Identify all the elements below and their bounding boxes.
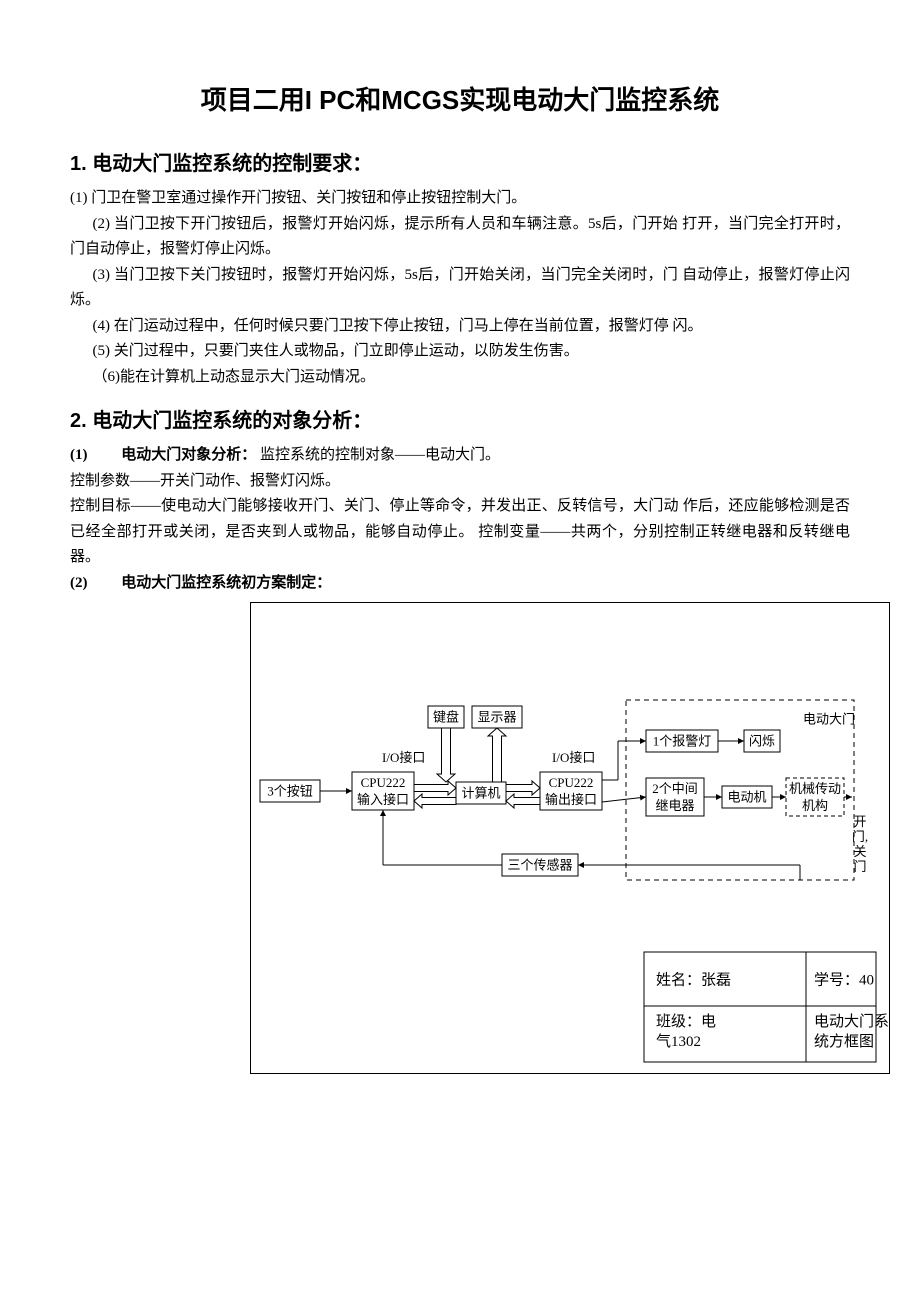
- section-2-heading: 2. 电动大门监控系统的对象分析：: [70, 404, 850, 433]
- req-4: (4) 在门运动过程中，任何时候只要门卫按下停止按钮，门马上停在当前位置，报警灯…: [70, 314, 850, 340]
- ctrl-param: 控制参数——开关门动作、报警灯闪烁。: [70, 469, 850, 495]
- req-6: （6)能在计算机上动态显示大门运动情况。: [70, 365, 850, 391]
- req-3: (3) 当门卫按下关门按钮时，报警灯开始闪烁，5s后，门开始关闭，当门完全关闭时…: [70, 263, 850, 314]
- sub-1-row: (1) 电动大门对象分析： 监控系统的控制对象——电动大门。: [70, 443, 850, 469]
- svg-text:显示器: 显示器: [477, 710, 516, 725]
- svg-text:键盘: 键盘: [433, 710, 459, 725]
- svg-text:输入接口: 输入接口: [357, 792, 409, 807]
- svg-text:I/O接口: I/O接口: [382, 750, 425, 765]
- svg-text:开: 开: [853, 814, 866, 829]
- svg-text:统方框图: 统方框图: [814, 1033, 874, 1050]
- svg-text:机构: 机构: [802, 798, 828, 813]
- svg-text:I/O接口: I/O接口: [552, 750, 595, 765]
- svg-text:门: 门: [853, 859, 866, 874]
- svg-text:关: 关: [853, 844, 866, 859]
- svg-text:输出接口: 输出接口: [545, 792, 597, 807]
- sub-1-text: 监控系统的控制对象——电动大门。: [260, 447, 500, 463]
- svg-text:电动大门系: 电动大门系: [814, 1013, 889, 1030]
- svg-text:姓名：张磊: 姓名：张磊: [656, 971, 731, 988]
- svg-text:CPU222: CPU222: [361, 775, 406, 790]
- sub-1-label: (1): [70, 447, 88, 463]
- page-title: 项目二用I PC和MCGS实现电动大门监控系统: [70, 80, 850, 117]
- svg-text:气1302: 气1302: [656, 1033, 701, 1050]
- ctrl-goal: 控制目标——使电动大门能够接收开门、关门、停止等命令，并发出正、反转信号，大门动…: [70, 494, 850, 571]
- svg-text:计算机: 计算机: [461, 786, 500, 801]
- svg-text:闪烁: 闪烁: [749, 734, 775, 749]
- svg-text:CPU222: CPU222: [549, 775, 594, 790]
- svg-text:1个报警灯: 1个报警灯: [653, 734, 712, 749]
- svg-text:电动大门: 电动大门: [803, 712, 855, 727]
- system-diagram: 3个按钮 CPU222 输入接口 键盘 显示器计算机 CPU222 输出接口 1个报警灯 闪烁 2…: [250, 602, 850, 1074]
- svg-text:门,: 门,: [852, 829, 868, 844]
- svg-text:2个中间: 2个中间: [652, 781, 698, 796]
- svg-text:机械传动: 机械传动: [789, 781, 841, 796]
- svg-text:电动机: 电动机: [727, 790, 766, 805]
- svg-text:学号：40: 学号：40: [814, 971, 874, 988]
- req-5: (5) 关门过程中，只要门夹住人或物品，门立即停止运动，以防发生伤害。: [70, 339, 850, 365]
- svg-text:3个按钮: 3个按钮: [267, 784, 313, 799]
- sub-2-label: (2): [70, 575, 88, 591]
- svg-text:继电器: 继电器: [655, 798, 694, 813]
- sub-2-title: 电动大门监控系统初方案制定：: [121, 575, 331, 591]
- section-1-heading: 1. 电动大门监控系统的控制要求：: [70, 147, 850, 176]
- svg-text:三个传感器: 三个传感器: [507, 858, 572, 873]
- req-2: (2) 当门卫按下开门按钮后，报警灯开始闪烁，提示所有人员和车辆注意。5s后，门…: [70, 212, 850, 263]
- req-1: (1) 门卫在警卫室通过操作开门按钮、关门按钮和停止按钮控制大门。: [70, 186, 850, 212]
- sub-2-row: (2) 电动大门监控系统初方案制定：: [70, 571, 850, 597]
- svg-text:班级：电: 班级：电: [656, 1013, 716, 1030]
- sub-1-title: 电动大门对象分析：: [121, 447, 256, 463]
